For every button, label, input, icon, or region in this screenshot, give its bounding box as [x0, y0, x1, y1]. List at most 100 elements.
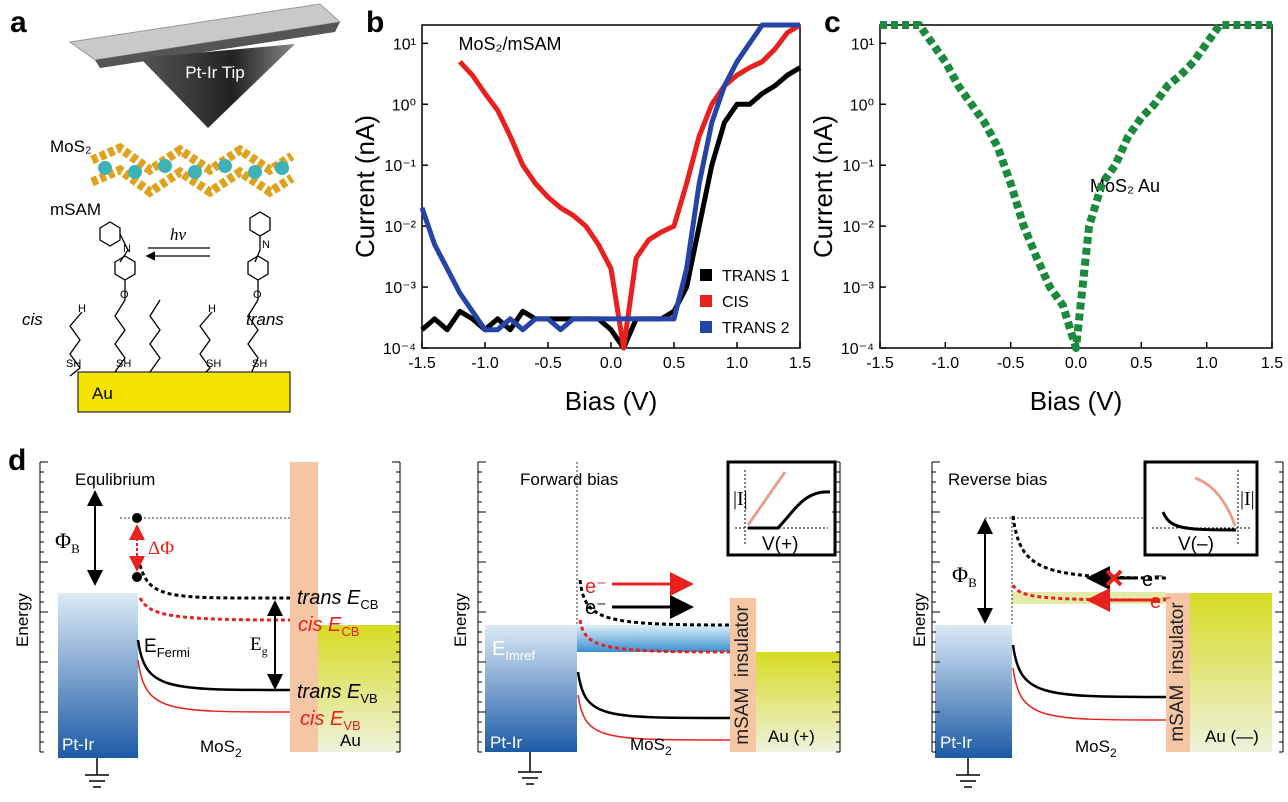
gold-band [756, 652, 840, 752]
plot-frame [879, 24, 1273, 349]
x-tick-label: -0.5 [997, 355, 1025, 372]
imref-label: EImref [492, 638, 535, 663]
legend-label: TRANS 2 [722, 320, 790, 337]
level-dot [132, 572, 142, 582]
label-main: trans E [297, 587, 361, 609]
x-tick-label: 0.0 [1065, 355, 1087, 372]
label-main: E [250, 634, 262, 655]
shift-label: ΔΦ [148, 538, 174, 559]
axis-label: Energy [910, 593, 929, 647]
thiol-label: SH [116, 358, 131, 370]
label-main: MoS [1075, 737, 1110, 756]
label-sub: VB [360, 691, 377, 706]
inset-y-label: |I| [733, 488, 748, 510]
series-line [419, 22, 800, 333]
electron-label: e⁻ [1150, 591, 1172, 613]
electron-label: e⁻ [585, 597, 607, 619]
series-line [880, 21, 1272, 352]
gold-band [318, 625, 400, 752]
x-tick-label: 0.5 [1130, 355, 1152, 372]
panel-label: b [366, 6, 384, 39]
diagram-title: Reverse bias [948, 470, 1047, 489]
substrate-label: Au [92, 384, 113, 403]
x-tick-label: -1.0 [471, 355, 499, 372]
interlayer [290, 462, 318, 752]
inset-curve [748, 490, 831, 530]
barrier-label: ΦB [55, 528, 80, 556]
band-diagram: e⁻ e⁻ |I| V(–) Reverse bias Energy ΦB mS… [910, 460, 1272, 788]
gap-label: Eg [250, 634, 268, 658]
inset-x-label: V(+) [762, 534, 798, 555]
trans-cb [1011, 515, 1167, 580]
msam-label: mSAM [50, 200, 101, 219]
label-sub: 2 [235, 746, 242, 760]
ground [956, 758, 980, 788]
insulator [730, 598, 756, 752]
inset-x-label: V(–) [1178, 534, 1214, 555]
label-main: E [492, 638, 505, 660]
gold-substrate [77, 371, 291, 413]
diagram-title: Forward bias [520, 470, 618, 489]
gold-band [1190, 593, 1272, 752]
light-label: hν [170, 225, 187, 244]
y-tick-label: 10⁻¹ [384, 158, 416, 175]
label-sub: B [968, 575, 977, 590]
y-tick-label: 10⁻³ [384, 280, 416, 297]
panel-label: a [10, 6, 27, 39]
inset-curve [1161, 511, 1237, 532]
y-tick-label: 10⁰ [392, 97, 416, 114]
y-tick-label: 10⁻³ [842, 280, 874, 297]
blocked-mark [1105, 569, 1123, 587]
axis-label: Energy [13, 593, 32, 647]
legend-swatch [700, 321, 712, 333]
semiconductor-label: MoS2 [200, 737, 242, 760]
trans-vb [136, 639, 291, 692]
label-main: trans E [297, 681, 361, 703]
semiconductor-label: MoS2 [1075, 737, 1117, 760]
x-tick-label: 1.5 [1261, 355, 1283, 372]
insulator-label: mSAM insulator [732, 605, 753, 745]
y-axis-label: Current (nA) [808, 115, 838, 258]
label-main: E [144, 636, 157, 657]
electron-label: e⁻ [585, 576, 607, 598]
schematic: Pt-Ir Tip MoS₂ mSAM hν cis trans H H O O… [22, 3, 342, 413]
inset-curve [1194, 476, 1237, 527]
trans-cb [578, 579, 731, 627]
x-tick-label: -1.5 [866, 355, 894, 372]
label-main: Φ [55, 528, 71, 553]
x-tick-label: 1.0 [1196, 355, 1218, 372]
tip-label: Pt-Ir [62, 735, 94, 754]
level-dot [132, 513, 142, 523]
trans-vb [1011, 644, 1167, 699]
tip-band [485, 625, 577, 752]
x-tick-label: -1.0 [932, 355, 960, 372]
label-sub: CB [341, 624, 359, 639]
rulers [39, 461, 1284, 753]
trans-vb [576, 671, 731, 720]
tip-band [935, 625, 1012, 758]
cis-vb [577, 694, 731, 741]
inset-axes [735, 470, 828, 545]
y-tick-label: 10⁻¹ [842, 158, 874, 175]
cis-vb-label: cis EVB [300, 708, 361, 733]
inset-y-label: |I| [1240, 488, 1255, 510]
electron-label: e⁻ [1142, 569, 1164, 591]
cis-cb [578, 619, 731, 654]
annotation: MoS₂/mSAM [459, 34, 562, 54]
y-tick-label: 10⁻² [384, 219, 416, 236]
insulator [1166, 593, 1190, 752]
thiol-label: SH [252, 358, 267, 370]
tip [140, 44, 295, 128]
atom-label: H [78, 303, 86, 315]
metal-label: Au (+) [768, 727, 815, 746]
series-line [457, 22, 802, 351]
legend-swatch [700, 295, 712, 307]
metal-label: Au (—) [1205, 727, 1259, 746]
cantilever-edge [95, 22, 340, 68]
thiol-label: SH [66, 358, 81, 370]
ground [518, 752, 542, 785]
x-tick-label: -1.5 [408, 355, 436, 372]
diagram-title: Equlibrium [75, 470, 155, 489]
x-axis-label: Bias (V) [1030, 386, 1122, 416]
